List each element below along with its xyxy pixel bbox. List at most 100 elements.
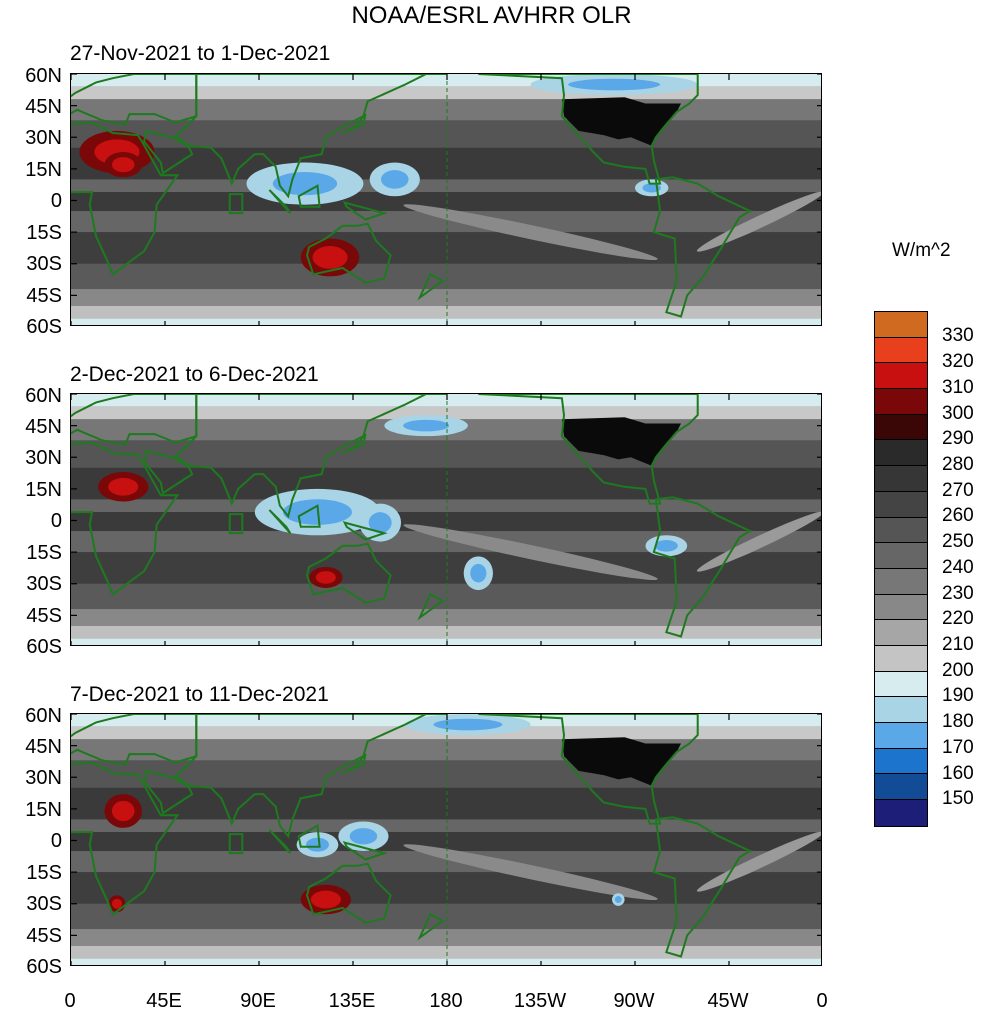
colorbar-label: 230 <box>942 583 974 604</box>
coastline <box>71 121 180 276</box>
coastline <box>342 433 367 454</box>
lat-label: 0 <box>50 830 62 852</box>
olr-band <box>71 120 821 148</box>
colorbar-swatch <box>875 466 927 492</box>
deep-convection-core <box>654 540 678 552</box>
high-olr-core <box>315 571 336 584</box>
colorbar-swatch <box>875 389 927 415</box>
colorbar-label: 330 <box>942 325 974 346</box>
deep-convection-core <box>380 170 409 189</box>
high-olr-core <box>111 800 135 822</box>
lon-label: 135E <box>328 990 376 1012</box>
coastline <box>305 542 392 604</box>
colorbar <box>874 311 928 827</box>
deep-convection-core <box>433 718 503 731</box>
coastline <box>143 129 194 175</box>
coastline <box>478 394 699 505</box>
lat-label: 30S <box>26 893 62 915</box>
lat-label: 15N <box>25 799 62 821</box>
colorbar-label: 260 <box>942 505 974 526</box>
colorbar-swatch <box>875 517 927 544</box>
olr-band <box>71 760 821 788</box>
olr-band <box>71 440 821 468</box>
colorbar-label: 250 <box>942 531 974 552</box>
coastline <box>173 394 447 519</box>
coastline <box>417 912 445 941</box>
coastline <box>268 509 292 534</box>
olr-band <box>71 609 821 626</box>
panel-2-title: 2-Dec-2021 to 6-Dec-2021 <box>70 363 319 386</box>
lon-label: 90E <box>240 990 276 1012</box>
colorbar-swatch <box>875 363 927 390</box>
olr-band <box>71 819 821 833</box>
olr-band <box>71 305 821 319</box>
colorbar-swatch <box>875 697 927 723</box>
colorbar-label: 150 <box>942 788 974 809</box>
olr-map-panel-1 <box>70 73 822 326</box>
colorbar-swatch <box>875 543 927 569</box>
colorbar-swatch <box>875 491 927 518</box>
olr-band <box>71 552 821 584</box>
colorbar-label: 270 <box>942 480 974 501</box>
coastline <box>71 74 198 126</box>
lat-label: 15S <box>26 862 62 884</box>
colorbar-label: 220 <box>942 608 974 629</box>
deep-convection-core <box>368 512 392 534</box>
coastline <box>342 753 367 774</box>
lon-label: 0 <box>64 990 76 1012</box>
olr-band <box>71 467 821 500</box>
olr-band <box>71 289 821 306</box>
lat-label: 0 <box>50 190 62 212</box>
olr-map-panel-2 <box>70 393 822 646</box>
high-olr-core <box>310 890 341 909</box>
panel-1-title: 27-Nov-2021 to 1-Dec-2021 <box>70 42 331 65</box>
colorbar-swatch <box>875 671 927 698</box>
colorbar-swatch <box>875 594 927 621</box>
coastline <box>71 714 198 766</box>
lat-label: 30S <box>26 253 62 275</box>
olr-band <box>71 832 821 852</box>
deep-convection-core <box>403 419 450 432</box>
lat-label: 30N <box>25 767 62 789</box>
coastline <box>173 74 447 199</box>
lat-label: 45S <box>26 925 62 947</box>
olr-band <box>71 638 821 645</box>
coastline <box>478 714 699 825</box>
olr-band <box>71 147 821 180</box>
high-olr-core <box>108 477 139 496</box>
colorbar-label: 210 <box>942 634 974 655</box>
panel-3-title: 7-Dec-2021 to 11-Dec-2021 <box>70 683 329 706</box>
lat-label: 45S <box>26 285 62 307</box>
lon-label: 45W <box>707 990 749 1012</box>
lat-label: 15S <box>26 222 62 244</box>
coastline <box>417 272 445 301</box>
lat-label: 60N <box>25 385 62 407</box>
coastline <box>297 824 321 848</box>
lat-label: 60S <box>26 956 62 978</box>
lat-label: 45S <box>26 605 62 627</box>
olr-band <box>71 945 821 959</box>
olr-band <box>71 958 821 965</box>
masked-region <box>561 737 681 786</box>
lat-label: 60N <box>25 65 62 87</box>
masked-region <box>561 417 681 466</box>
colorbar-label: 320 <box>942 351 974 372</box>
high-olr-core <box>111 157 135 173</box>
olr-band <box>71 232 821 264</box>
coastline <box>143 449 194 495</box>
colorbar-swatch <box>875 774 927 801</box>
colorbar-label: 280 <box>942 454 974 475</box>
coastline <box>342 201 388 221</box>
colorbar-swatch <box>875 645 927 672</box>
colorbar-swatch <box>875 337 927 364</box>
colorbar-swatch <box>875 312 927 338</box>
colorbar-swatch <box>875 568 927 595</box>
lat-label: 30S <box>26 573 62 595</box>
lat-label: 0 <box>50 510 62 532</box>
coastline <box>71 441 180 596</box>
lon-label: 45E <box>146 990 182 1012</box>
colorbar-label: 180 <box>942 711 974 732</box>
lat-label: 60S <box>26 636 62 658</box>
coastline <box>268 189 292 214</box>
deep-convection-core <box>568 78 661 91</box>
